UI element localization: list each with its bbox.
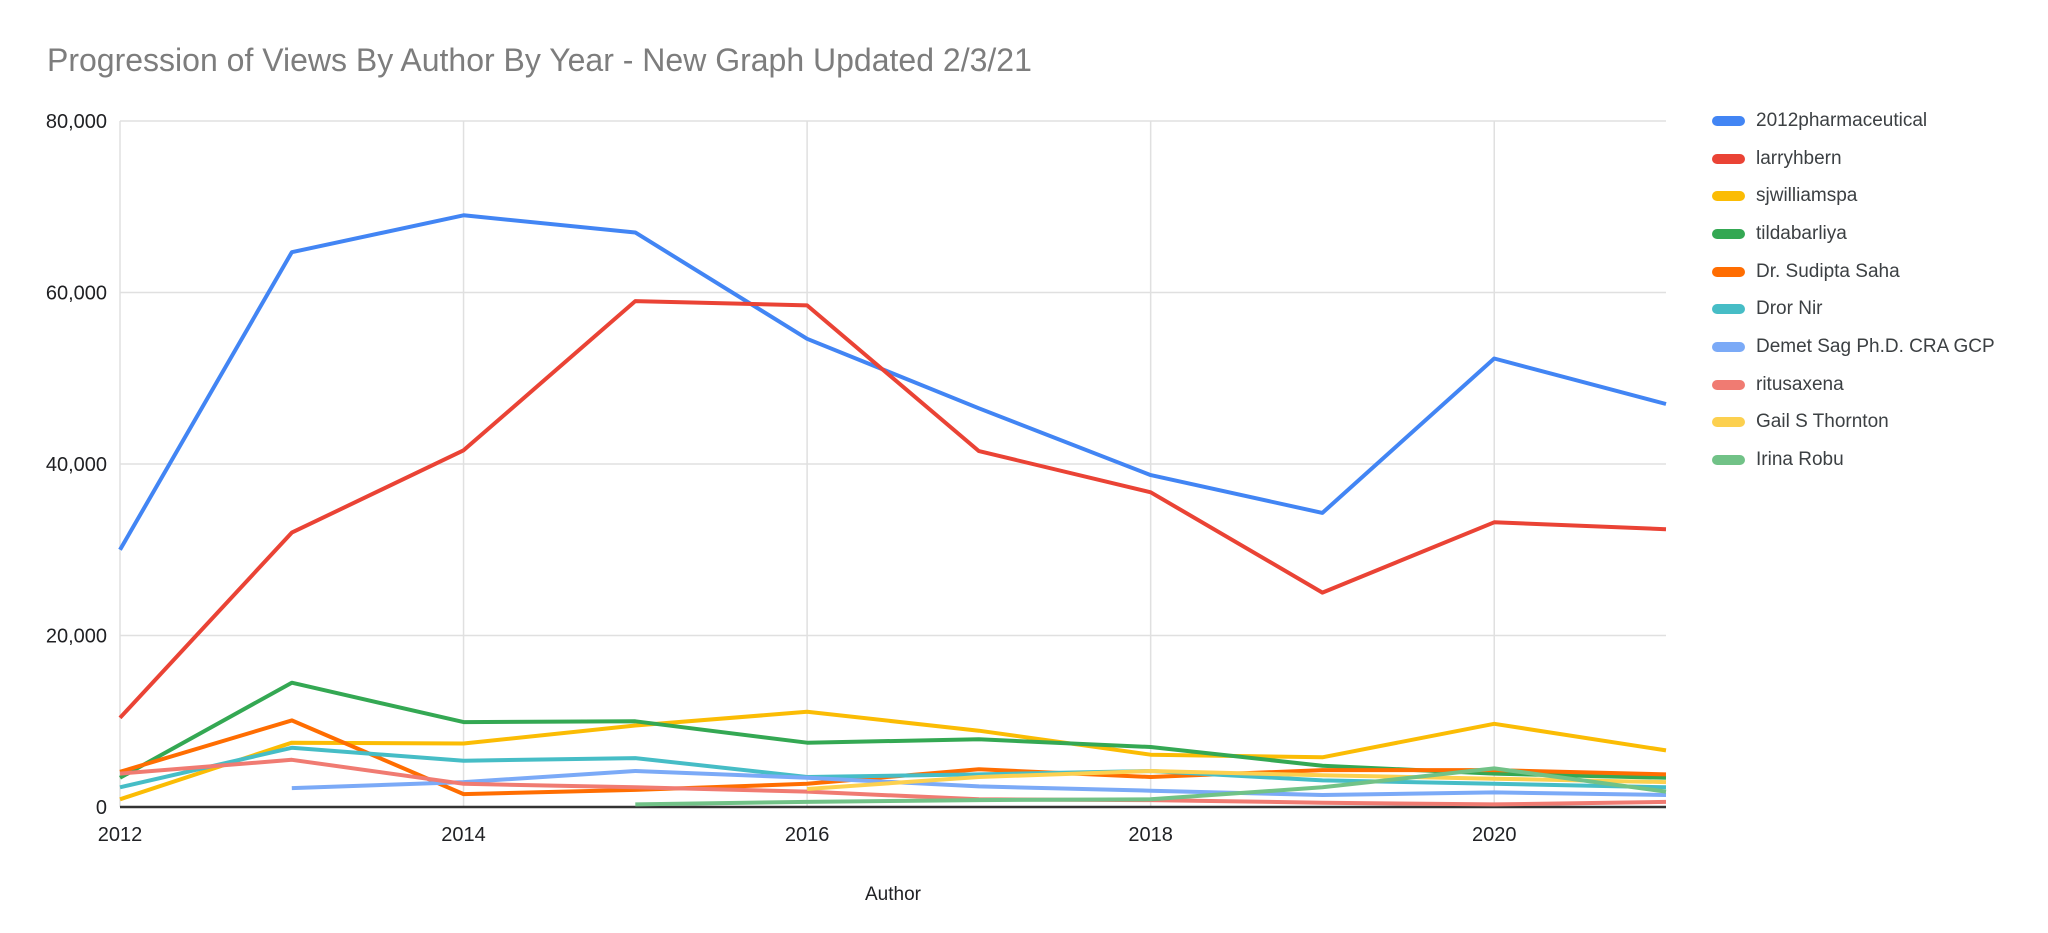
series-line-dror-nir[interactable] (119, 745, 1667, 790)
legend-swatch-icon (1712, 228, 1745, 239)
series-line-gail-s-thornton[interactable] (806, 769, 1667, 791)
x-tick-label: 2014 (441, 824, 486, 846)
legend-label: larryhbern (1756, 147, 1842, 169)
legend-swatch-icon (1712, 341, 1745, 352)
legend-swatch-icon (1712, 115, 1745, 126)
series-line-sjwilliamspa[interactable] (119, 709, 1667, 802)
legend-label: ritusaxena (1756, 373, 1844, 395)
series-line-demet-sag-ph-d-cra-gcp[interactable] (291, 769, 1667, 797)
legend-swatch-icon (1712, 153, 1745, 164)
legend-item[interactable]: Gail S Thornton (1712, 404, 1995, 442)
x-tick-label: 2018 (1128, 824, 1173, 846)
y-tick-label: 80,000 (46, 111, 107, 133)
legend-swatch-icon (1712, 379, 1745, 390)
series-line-tildabarliya[interactable] (119, 680, 1667, 780)
chart-title: Progression of Views By Author By Year -… (47, 42, 1032, 78)
x-tick-label: 2016 (785, 824, 830, 846)
legend-label: Dr. Sudipta Saha (1756, 260, 1900, 282)
legend-swatch-icon (1712, 191, 1745, 202)
legend-label: sjwilliamspa (1756, 185, 1858, 207)
legend-label: 2012pharmaceutical (1756, 109, 1928, 131)
legend-swatch-icon (1712, 417, 1745, 428)
x-axis-title: Author (865, 884, 922, 905)
y-tick-label: 60,000 (46, 283, 107, 305)
legend-label: Gail S Thornton (1756, 411, 1889, 433)
legend-item[interactable]: Demet Sag Ph.D. CRA GCP (1712, 328, 1995, 366)
series-line-larryhbern[interactable] (118, 299, 1667, 720)
y-tick-label: 40,000 (46, 454, 107, 476)
series-line-irina-robu[interactable] (635, 766, 1667, 807)
legend-item[interactable]: 2012pharmaceutical (1712, 102, 1995, 140)
series-line-ritusaxena[interactable] (119, 757, 1667, 807)
x-tick-label: 2020 (1472, 824, 1517, 846)
legend-swatch-icon (1712, 304, 1745, 315)
legend-item[interactable]: sjwilliamspa (1712, 177, 1995, 215)
legend-label: tildabarliya (1756, 222, 1847, 244)
legend-item[interactable]: Dr. Sudipta Saha (1712, 253, 1995, 291)
legend-item[interactable]: ritusaxena (1712, 366, 1995, 404)
legend-label: Dror Nir (1756, 298, 1823, 320)
series-line-2012pharmaceutical[interactable] (118, 213, 1667, 551)
legend-swatch-icon (1712, 455, 1745, 466)
chart-legend: 2012pharmaceutical larryhbern sjwilliamspa… (1712, 102, 1995, 479)
legend-item[interactable]: tildabarliya (1712, 215, 1995, 253)
legend-item[interactable]: larryhbern (1712, 140, 1995, 178)
legend-label: Demet Sag Ph.D. CRA GCP (1756, 335, 1995, 357)
legend-swatch-icon (1712, 266, 1745, 277)
x-tick-label: 2012 (98, 824, 143, 846)
legend-label: Irina Robu (1756, 449, 1844, 471)
legend-item[interactable]: Irina Robu (1712, 441, 1995, 479)
y-tick-label: 0 (96, 797, 107, 819)
y-tick-label: 20,000 (46, 626, 107, 648)
legend-item[interactable]: Dror Nir (1712, 290, 1995, 328)
